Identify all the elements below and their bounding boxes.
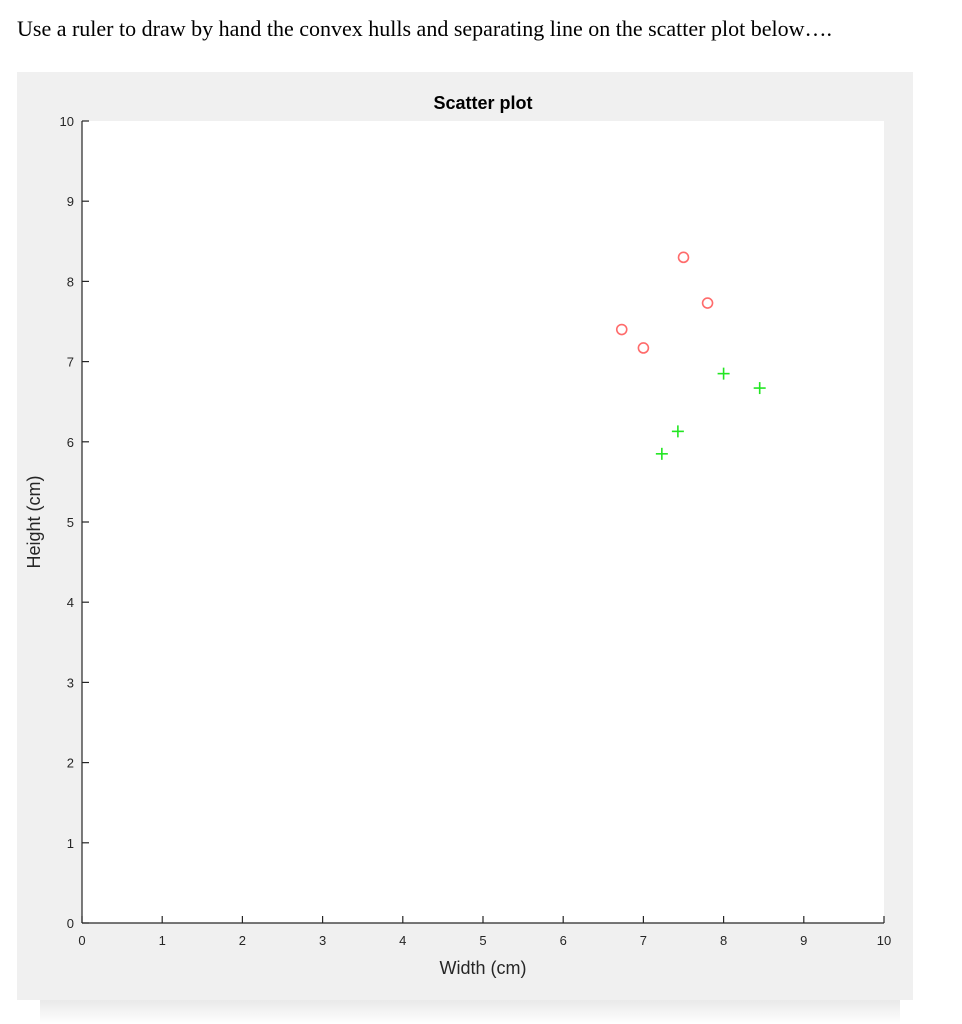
y-tick-label: 7 bbox=[67, 355, 74, 370]
plus-point bbox=[753, 382, 766, 395]
scatter-chart: Scatter plot Width (cm) Height (cm) 0 1 2 3… bbox=[24, 93, 891, 978]
y-tick-label: 8 bbox=[67, 274, 74, 289]
y-tick-label: 4 bbox=[67, 595, 74, 610]
chart-title: Scatter plot bbox=[433, 93, 532, 113]
x-tick-label: 2 bbox=[239, 933, 246, 948]
x-tick-label: 5 bbox=[479, 933, 486, 948]
figure-shadow bbox=[40, 1000, 900, 1024]
y-axis-label: Height (cm) bbox=[24, 475, 44, 568]
circle-point bbox=[677, 251, 690, 264]
y-tick-label: 6 bbox=[67, 435, 74, 450]
question-text: Use a ruler to draw by hand the convex h… bbox=[17, 16, 832, 41]
x-axis-label: Width (cm) bbox=[440, 958, 527, 978]
x-tick-label: 6 bbox=[560, 933, 567, 948]
x-ticks: 0 1 2 3 4 5 6 7 8 9 10 bbox=[78, 916, 891, 948]
plus-point bbox=[671, 425, 684, 438]
x-tick-label: 3 bbox=[319, 933, 326, 948]
x-tick-label: 0 bbox=[78, 933, 85, 948]
circle-point bbox=[615, 323, 628, 336]
x-tick-label: 1 bbox=[159, 933, 166, 948]
plus-point bbox=[717, 367, 730, 380]
y-tick-label: 9 bbox=[67, 194, 74, 209]
x-tick-label: 9 bbox=[800, 933, 807, 948]
y-tick-label: 3 bbox=[67, 675, 74, 690]
figure-window: Scatter plot Width (cm) Height (cm) 0 1 2 3… bbox=[17, 72, 913, 1000]
circle-point bbox=[701, 297, 714, 309]
plus-point bbox=[655, 447, 668, 460]
y-tick-label: 2 bbox=[67, 756, 74, 771]
x-tick-label: 7 bbox=[640, 933, 647, 948]
circle-point bbox=[637, 342, 650, 354]
y-tick-label: 0 bbox=[67, 916, 74, 931]
y-ticks: 0 1 2 3 4 5 6 7 8 9 10 bbox=[60, 114, 89, 931]
y-tick-label: 5 bbox=[67, 515, 74, 530]
data-points bbox=[615, 251, 766, 460]
y-tick-label: 10 bbox=[60, 114, 74, 129]
x-tick-label: 8 bbox=[720, 933, 727, 948]
plot-area bbox=[82, 121, 884, 923]
y-tick-label: 1 bbox=[67, 836, 74, 851]
x-tick-label: 4 bbox=[399, 933, 406, 948]
x-tick-label: 10 bbox=[877, 933, 891, 948]
